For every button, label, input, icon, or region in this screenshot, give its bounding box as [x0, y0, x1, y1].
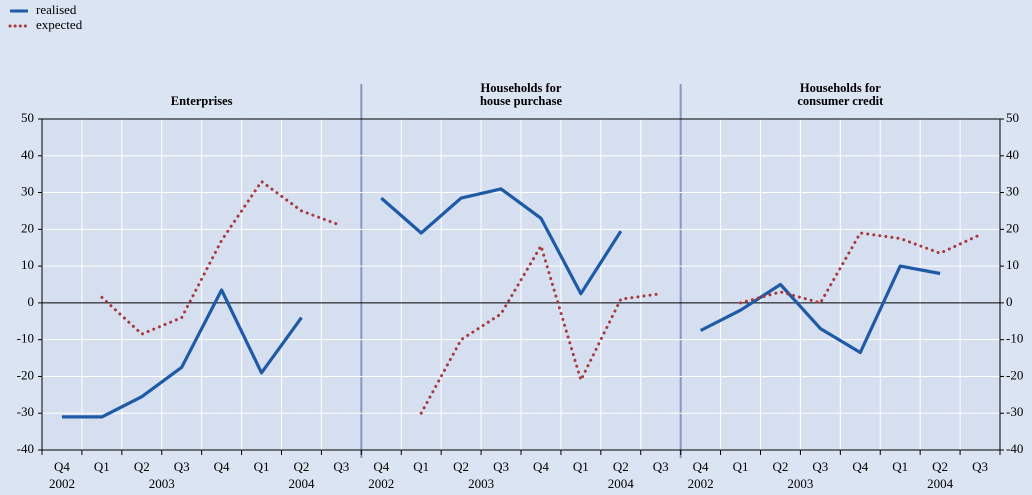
year-label: 2002 [368, 476, 394, 491]
panel-title: Households for [481, 81, 562, 95]
y2-tick-label: 40 [1006, 147, 1019, 162]
year-label: 2004 [927, 476, 954, 491]
y2-tick-label: -20 [1006, 367, 1023, 382]
y-tick-label: -10 [17, 331, 34, 346]
x-tick-label: Q2 [453, 459, 469, 474]
x-tick-label: Q2 [613, 459, 629, 474]
x-tick-label: Q3 [653, 459, 669, 474]
y2-tick-label: 0 [1006, 294, 1013, 309]
panel-title: Enterprises [171, 94, 233, 108]
x-tick-label: Q1 [413, 459, 429, 474]
x-tick-label: Q1 [254, 459, 270, 474]
x-tick-label: Q3 [812, 459, 828, 474]
panel-title: house purchase [480, 94, 563, 108]
x-tick-label: Q4 [214, 459, 230, 474]
y-tick-label: -20 [17, 367, 34, 382]
panel-title: consumer credit [797, 94, 884, 108]
x-tick-label: Q4 [373, 459, 389, 474]
y2-tick-label: 50 [1006, 110, 1019, 125]
y2-tick-label: -10 [1006, 331, 1023, 346]
x-tick-label: Q2 [932, 459, 948, 474]
x-tick-label: Q4 [852, 459, 868, 474]
y-tick-label: 30 [21, 184, 34, 199]
x-tick-label: Q2 [294, 459, 310, 474]
x-tick-label: Q3 [972, 459, 988, 474]
y-tick-label: 10 [21, 257, 34, 272]
y2-tick-label: -40 [1006, 441, 1023, 456]
series-line [100, 180, 982, 415]
y-tick-label: 20 [21, 220, 34, 235]
x-tick-label: Q1 [733, 459, 749, 474]
y-tick-label: -40 [17, 441, 34, 456]
y2-tick-label: -30 [1006, 404, 1023, 419]
x-tick-label: Q3 [493, 459, 509, 474]
plot-border [41, 118, 1001, 451]
x-tick-label: Q4 [693, 459, 709, 474]
x-tick-label: Q3 [174, 459, 190, 474]
year-label: 2002 [49, 476, 75, 491]
legend-label: realised [36, 2, 77, 17]
x-tick-label: Q1 [892, 459, 908, 474]
y-tick-label: 0 [28, 294, 35, 309]
year-label: 2004 [288, 476, 315, 491]
x-tick-label: Q3 [333, 459, 349, 474]
year-label: 2003 [149, 476, 175, 491]
y-tick-label: 40 [21, 147, 34, 162]
x-tick-label: Q2 [773, 459, 789, 474]
x-tick-label: Q1 [573, 459, 589, 474]
legend-label: expected [36, 17, 83, 32]
y-tick-label: 50 [21, 110, 34, 125]
series-line [62, 187, 941, 419]
panel-title: Households for [800, 81, 881, 95]
year-label: 2003 [468, 476, 494, 491]
y2-tick-label: 20 [1006, 220, 1019, 235]
year-label: 2002 [688, 476, 714, 491]
year-label: 2004 [608, 476, 635, 491]
x-tick-label: Q2 [134, 459, 150, 474]
x-tick-label: Q1 [94, 459, 110, 474]
x-tick-label: Q4 [54, 459, 70, 474]
year-label: 2003 [787, 476, 813, 491]
y2-tick-label: 30 [1006, 184, 1019, 199]
y2-tick-label: 10 [1006, 257, 1019, 272]
y-tick-label: -30 [17, 404, 34, 419]
x-tick-label: Q4 [533, 459, 549, 474]
